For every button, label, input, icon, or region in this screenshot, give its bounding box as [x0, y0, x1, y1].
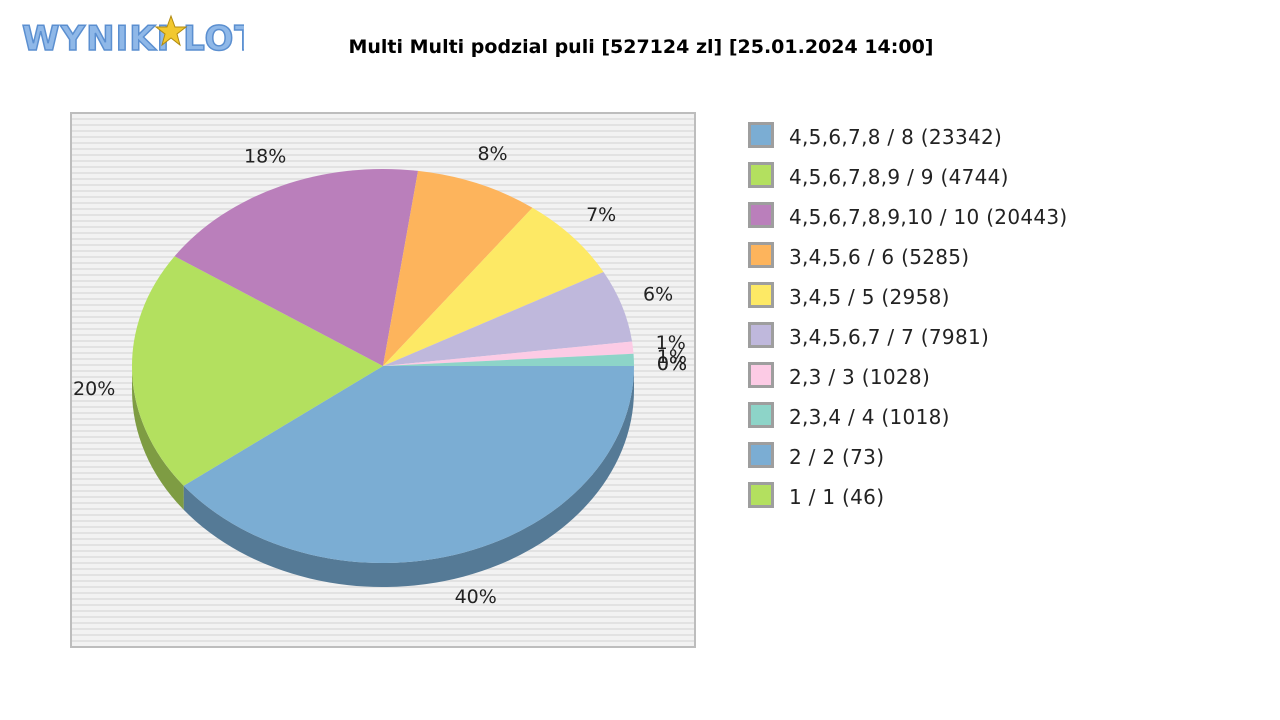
- legend-label: 4,5,6,7,8 / 8 (23342): [789, 125, 1003, 149]
- pie-slice-7: [383, 353, 634, 366]
- legend-label: 3,4,5,6,7 / 7 (7981): [789, 325, 990, 349]
- wyniki-lotto-logo: WYNIKI LOTTO: [21, 14, 244, 60]
- pie-percent-label-9: 0%: [657, 353, 687, 375]
- pie-percent-label-2: 18%: [244, 146, 286, 168]
- pie-percent-label-8: 0%: [657, 353, 687, 375]
- pie-slice-depth-0: [183, 366, 634, 587]
- pie-slice-0: [183, 366, 634, 563]
- pie-percent-label-4: 7%: [586, 204, 616, 226]
- legend-swatch: [748, 442, 774, 468]
- pie-percent-label-5: 6%: [643, 284, 673, 306]
- pie-percent-label-6: 1%: [656, 332, 686, 354]
- pie-slice-depth-1: [132, 366, 184, 510]
- pie-percent-label-3: 8%: [477, 143, 507, 165]
- pie-slice-1: [132, 256, 383, 486]
- chart-title: Multi Multi podzial puli [527124 zl] [25…: [348, 36, 934, 58]
- legend-label: 3,4,5 / 5 (2958): [789, 285, 950, 309]
- legend-swatch: [748, 122, 774, 148]
- legend-swatch: [748, 242, 774, 268]
- pie-slice-3: [383, 170, 533, 366]
- legend-label: 4,5,6,7,8,9,10 / 10 (20443): [789, 205, 1068, 229]
- legend-swatch: [748, 322, 774, 348]
- logo-text: WYNIKI LOTTO: [22, 19, 244, 59]
- pie-slice-2: [174, 169, 419, 366]
- star-icon: [154, 14, 188, 47]
- pie-slice-6: [383, 341, 634, 366]
- pie-percent-label-7: 1%: [657, 346, 687, 368]
- legend-swatch: [748, 162, 774, 188]
- legend-label: 4,5,6,7,8,9 / 9 (4744): [789, 165, 1009, 189]
- legend-label: 2 / 2 (73): [789, 445, 885, 469]
- legend-swatch: [748, 282, 774, 308]
- pie-slice-4: [383, 207, 604, 366]
- pie-percent-label-1: 20%: [73, 378, 115, 400]
- legend-swatch: [748, 482, 774, 508]
- legend-label: 2,3 / 3 (1028): [789, 365, 931, 389]
- legend-label: 3,4,5,6 / 6 (5285): [789, 245, 970, 269]
- pie-slice-5: [383, 271, 633, 366]
- legend-swatch: [748, 402, 774, 428]
- legend-swatch: [748, 362, 774, 388]
- legend-label: 2,3,4 / 4 (1018): [789, 405, 950, 429]
- legend-label: 1 / 1 (46): [789, 485, 885, 509]
- legend-swatch: [748, 202, 774, 228]
- pie-percent-label-0: 40%: [455, 586, 497, 608]
